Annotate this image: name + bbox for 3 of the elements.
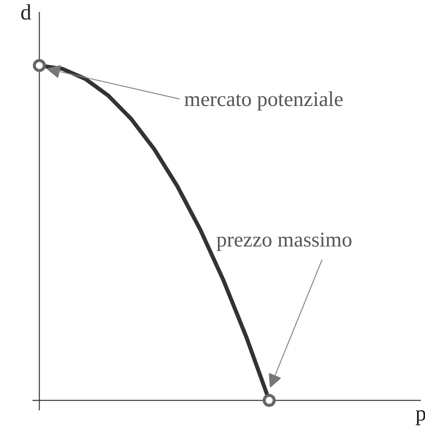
- annotation: mercato potenziale: [184, 86, 344, 111]
- annotation: prezzo massimo: [216, 228, 352, 252]
- y-axis-title: d: [20, 0, 32, 24]
